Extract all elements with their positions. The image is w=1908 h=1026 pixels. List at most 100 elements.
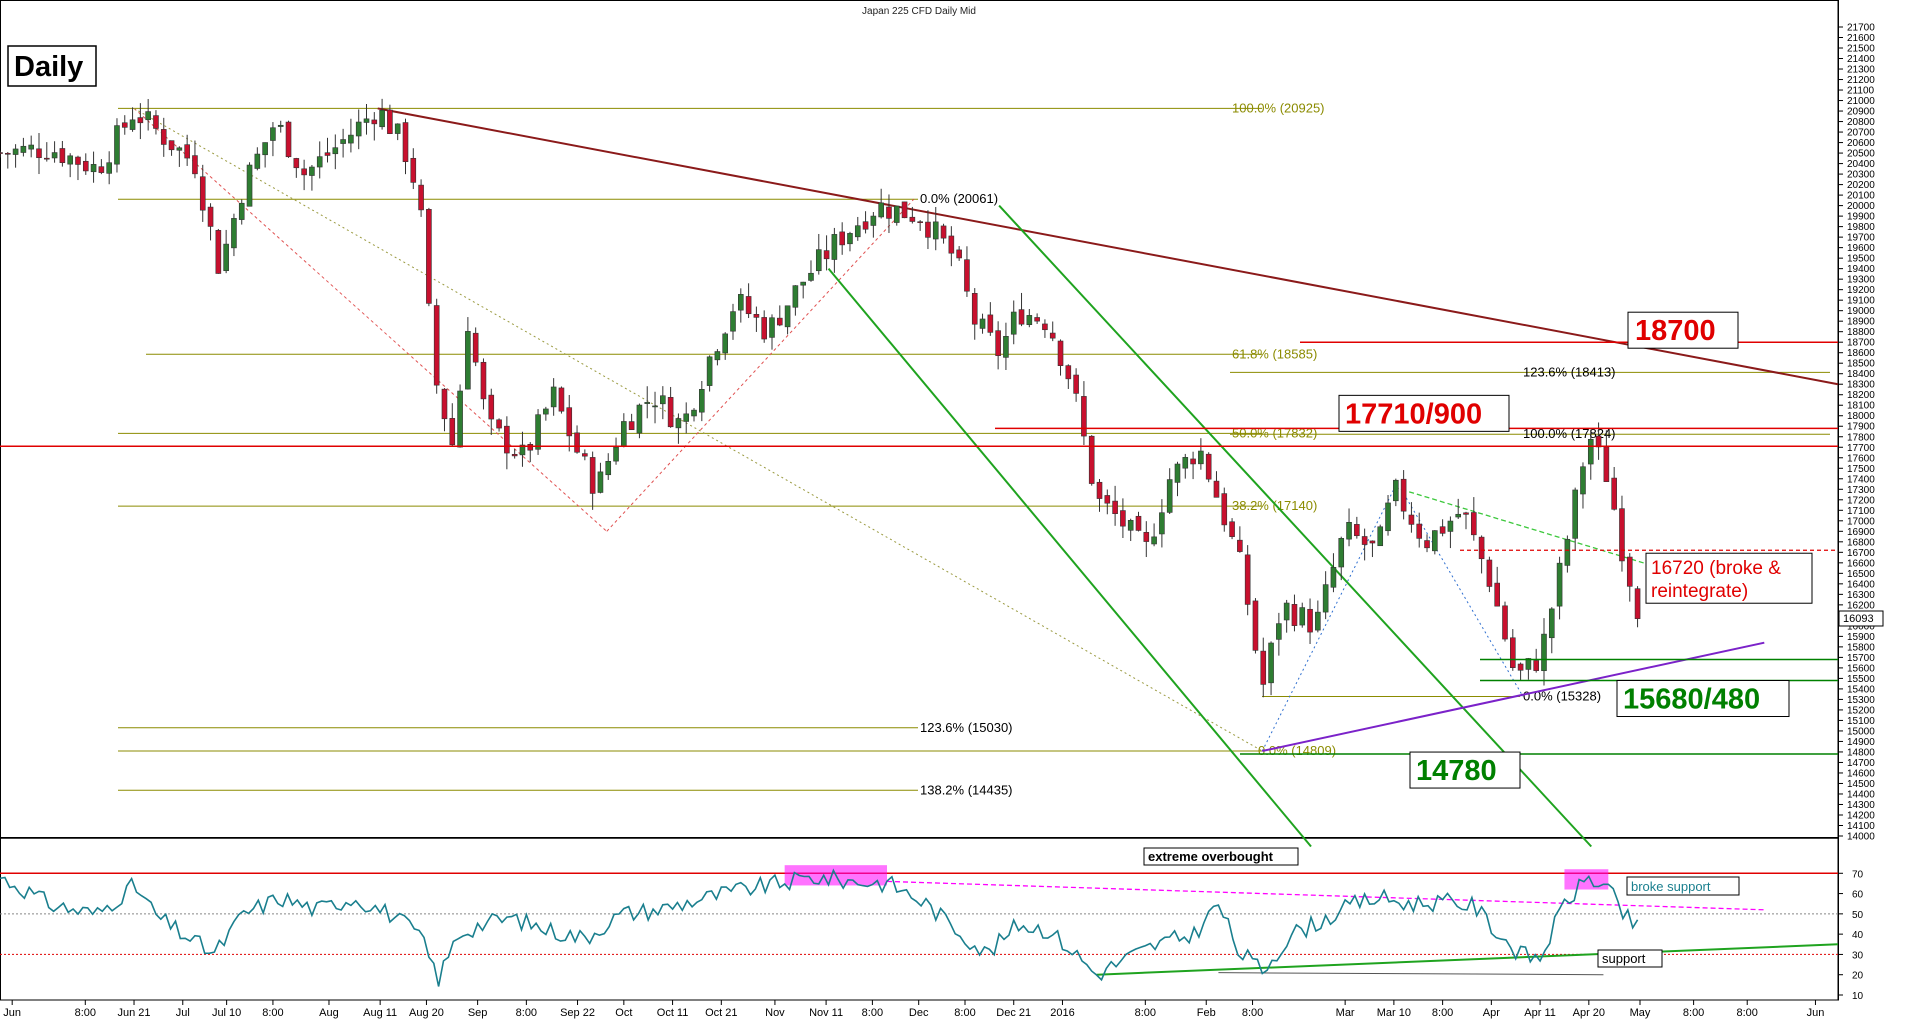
candle-body [1432, 530, 1438, 552]
time-axis: Jun 8:00 Jun 21 Jul Jul 10 8:00 Aug Aug 11 Aug 2… [3, 1000, 1824, 1019]
candle-body [1096, 481, 1103, 499]
price-tick-label: 17200 [1847, 495, 1875, 506]
candle-body [1486, 559, 1493, 587]
price-tick-label: 16300 [1847, 590, 1875, 601]
candle-body [917, 221, 923, 223]
candle-body [90, 164, 97, 173]
candle-body [1174, 463, 1181, 483]
timeframe-box [7, 45, 97, 87]
candle-body [1151, 536, 1157, 545]
candle-body [769, 317, 775, 338]
price-tick-label: 17700 [1847, 443, 1875, 454]
time-tick-label: Aug 11 [363, 1007, 397, 1019]
time-tick-label: 8:00 [954, 1007, 975, 1019]
time-tick-label: 8:00 [516, 1007, 537, 1019]
annotation-label: support [1602, 951, 1646, 966]
candle-body [1112, 500, 1118, 515]
candle-body [1003, 336, 1009, 358]
price-tick-label: 18300 [1847, 380, 1875, 391]
candle-body [387, 109, 393, 134]
candle-body [527, 444, 534, 451]
candle-body [1260, 650, 1267, 685]
fibonacci-levels: 100.0% (20925) 0.0% (20061) 61.8% (18585) 5… [118, 100, 1830, 797]
candle-body [4, 152, 11, 155]
candle-body [1010, 311, 1017, 335]
price-tick-label: 21200 [1847, 75, 1875, 86]
level-label: reintegrate) [1651, 581, 1748, 602]
candle-body [277, 124, 284, 127]
chart-title: Japan 225 CFD Daily Mid [862, 6, 976, 17]
time-tick-label: Oct 11 [657, 1007, 689, 1019]
candle-body [535, 414, 541, 450]
retracement-leg [133, 107, 1263, 752]
candle-body [722, 333, 729, 354]
candle-body [1049, 332, 1056, 339]
level-label-box [1645, 552, 1813, 604]
candle-body [1268, 642, 1274, 684]
candle-body [1315, 611, 1321, 631]
candle-body [496, 419, 502, 429]
price-tick-label: 18100 [1847, 401, 1875, 412]
time-tick-label: Sep [468, 1007, 488, 1019]
fib-level-label: 0.0% (14809) [1258, 743, 1336, 758]
time-tick-label: Oct [615, 1007, 632, 1019]
fib-level-label: 0.0% (15328) [1523, 688, 1601, 703]
candle-body [1026, 315, 1033, 326]
candle-body [1509, 637, 1516, 668]
time-tick-label: Dec 21 [996, 1007, 1031, 1019]
time-tick-label: Mar 10 [1377, 1007, 1411, 1019]
candle-body [1556, 562, 1563, 607]
channel-upper-line [998, 204, 1592, 848]
candle-body [270, 127, 276, 141]
candle-body [316, 156, 323, 168]
candle-body [215, 230, 222, 274]
candle-body [1580, 466, 1586, 495]
candle-body [792, 285, 799, 308]
candle-body [628, 421, 635, 431]
last-price-value: 16093 [1843, 613, 1874, 625]
candle-body [1533, 660, 1539, 671]
candle-body [636, 404, 643, 434]
level-label: 15680/480 [1623, 684, 1760, 716]
price-tick-label: 14500 [1847, 779, 1875, 790]
candle-body [979, 318, 986, 329]
annotation-label: broke support [1631, 879, 1711, 894]
candle-body [808, 272, 814, 281]
price-tick-label: 21300 [1847, 65, 1875, 76]
candle-body [340, 139, 346, 144]
candle-body [1424, 540, 1430, 549]
fib-level-label: 61.8% (18585) [1232, 346, 1317, 361]
time-tick-label: Jun [3, 1007, 21, 1019]
price-tick-label: 20200 [1847, 180, 1875, 191]
candle-body [971, 293, 978, 325]
candle-body [1198, 450, 1204, 465]
candle-body [940, 225, 947, 239]
candle-body [1237, 539, 1243, 552]
candle-body [410, 157, 417, 183]
candle-body [465, 331, 471, 390]
rsi-support-pointer [1218, 972, 1604, 976]
candle-body [909, 216, 916, 222]
candle-body [1244, 554, 1251, 605]
price-tick-label: 14600 [1847, 768, 1875, 779]
level-label: 14780 [1416, 755, 1497, 787]
candle-body [1330, 567, 1337, 588]
price-tick-label: 15000 [1847, 726, 1875, 737]
price-tick-label: 20000 [1847, 201, 1875, 212]
candle-body [956, 249, 962, 259]
price-tick-label: 14200 [1847, 810, 1875, 821]
candle-body [1042, 323, 1048, 331]
candle-body [847, 233, 853, 245]
price-tick-label: 14800 [1847, 747, 1875, 758]
price-tick-label: 15400 [1847, 684, 1875, 695]
candle-body [184, 144, 190, 159]
candle-body [714, 351, 721, 361]
price-tick-label: 16600 [1847, 558, 1875, 569]
candle-body [238, 202, 245, 220]
price-tick-label: 21500 [1847, 44, 1875, 55]
candle-body [254, 153, 261, 169]
candle-body [1455, 513, 1462, 518]
candle-body [1221, 493, 1228, 526]
price-tick-label: 14900 [1847, 737, 1875, 748]
candle-body [379, 109, 385, 128]
